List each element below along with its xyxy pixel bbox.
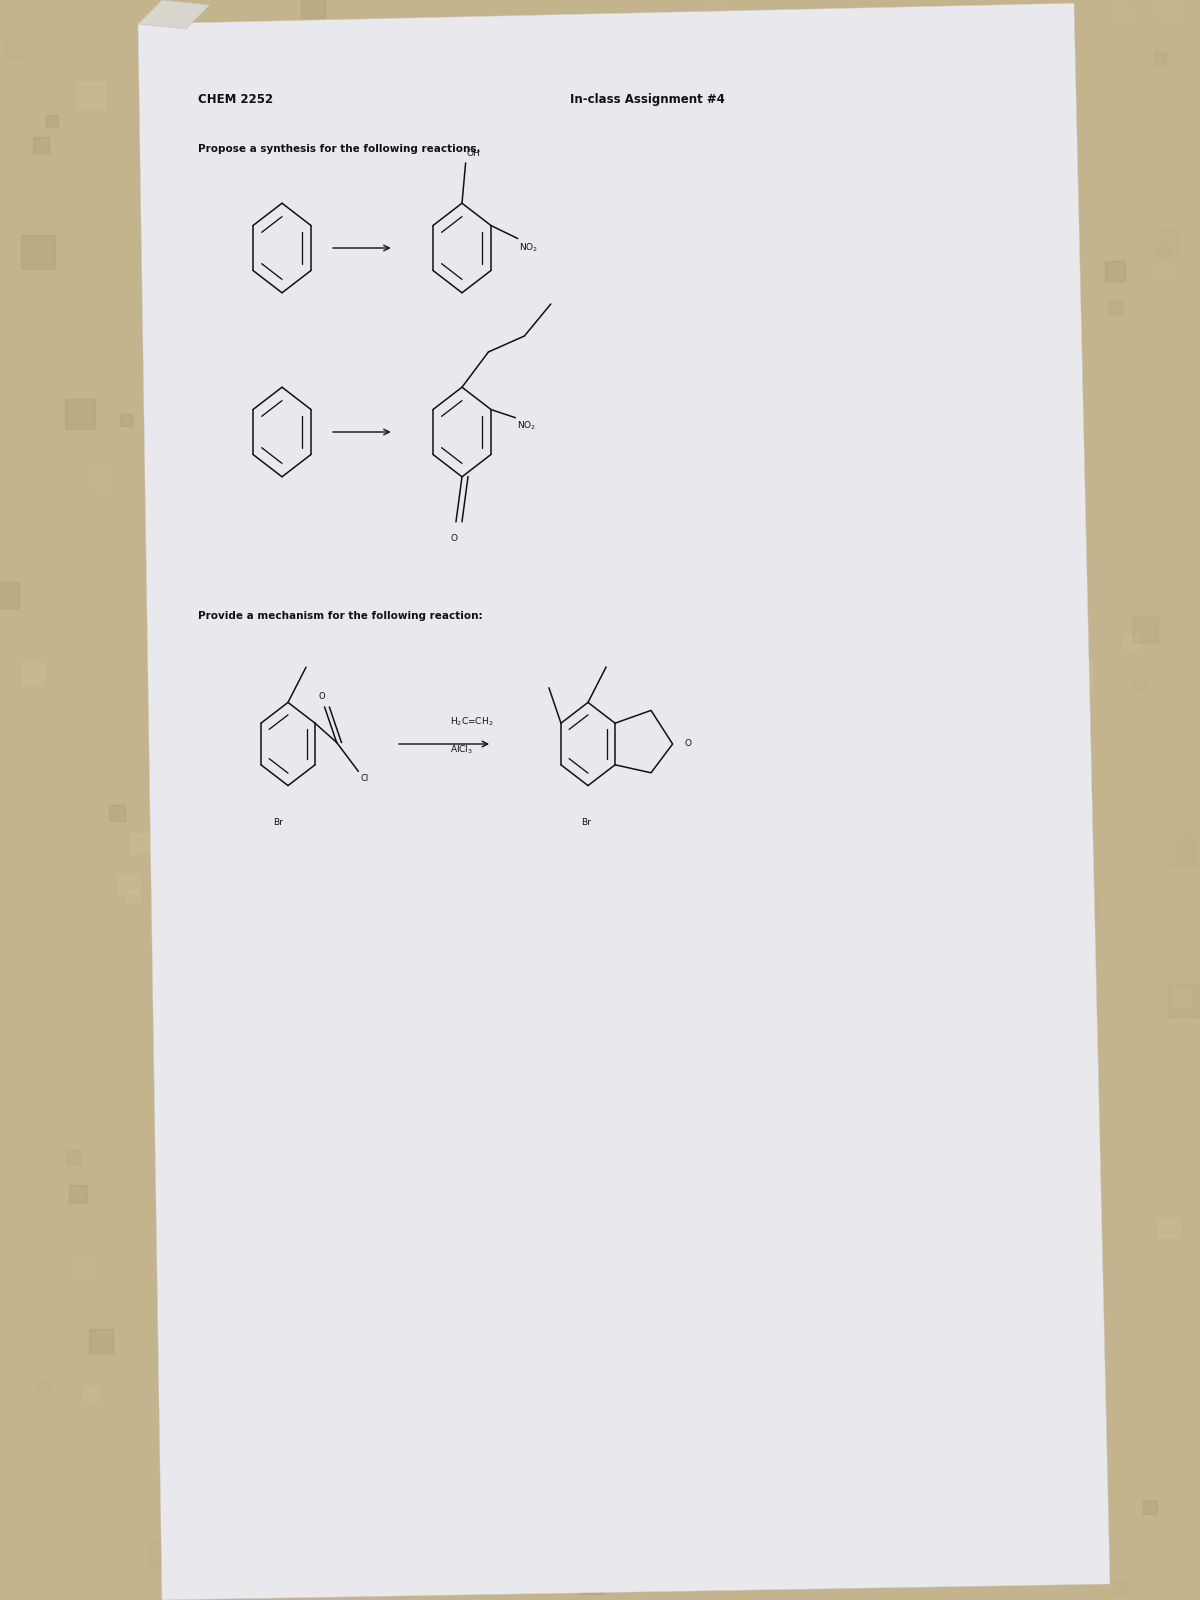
Text: O: O [450, 534, 457, 544]
Text: Br: Br [581, 818, 590, 827]
Text: AlCl$_3$: AlCl$_3$ [450, 744, 473, 757]
Text: Cl: Cl [361, 774, 368, 784]
Text: In-class Assignment #4: In-class Assignment #4 [570, 93, 725, 106]
Text: NO$_2$: NO$_2$ [518, 242, 538, 254]
Text: NO$_2$: NO$_2$ [517, 419, 536, 432]
Polygon shape [138, 0, 210, 29]
Polygon shape [138, 3, 1110, 1600]
Text: OH: OH [467, 149, 480, 158]
Text: H$_2$C=CH$_2$: H$_2$C=CH$_2$ [450, 715, 493, 728]
Text: O: O [685, 739, 691, 749]
Text: Provide a mechanism for the following reaction:: Provide a mechanism for the following re… [198, 611, 482, 621]
Text: Propose a synthesis for the following reactions.: Propose a synthesis for the following re… [198, 144, 480, 154]
Text: Br: Br [274, 818, 283, 827]
Text: O: O [319, 691, 325, 701]
Text: CHEM 2252: CHEM 2252 [198, 93, 274, 106]
